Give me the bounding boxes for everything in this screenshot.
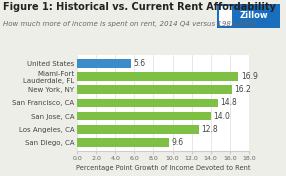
Text: 12.8: 12.8 [202, 125, 218, 134]
FancyBboxPatch shape [217, 4, 280, 28]
Text: 16.9: 16.9 [241, 72, 258, 81]
Bar [77, 138, 169, 147]
Text: 5.6: 5.6 [133, 59, 145, 68]
Text: 14.8: 14.8 [221, 98, 237, 108]
Bar [77, 59, 131, 68]
Text: How much more of income is spent on rent, 2014 Q4 versus 1985-2000: How much more of income is spent on rent… [3, 21, 256, 27]
Text: 9.6: 9.6 [171, 138, 183, 147]
X-axis label: Percentage Point Growth of Income Devoted to Rent: Percentage Point Growth of Income Devote… [76, 165, 250, 171]
Bar [219, 6, 233, 26]
Bar [77, 72, 238, 81]
Bar [77, 112, 211, 121]
Text: Figure 1: Historical vs. Current Rent Affordability: Figure 1: Historical vs. Current Rent Af… [3, 2, 276, 12]
Text: Zillow: Zillow [240, 11, 268, 20]
Text: 16.2: 16.2 [234, 85, 251, 94]
Bar [77, 85, 232, 94]
Text: 14.0: 14.0 [213, 112, 230, 121]
Bar [77, 99, 218, 107]
Bar [77, 125, 199, 134]
